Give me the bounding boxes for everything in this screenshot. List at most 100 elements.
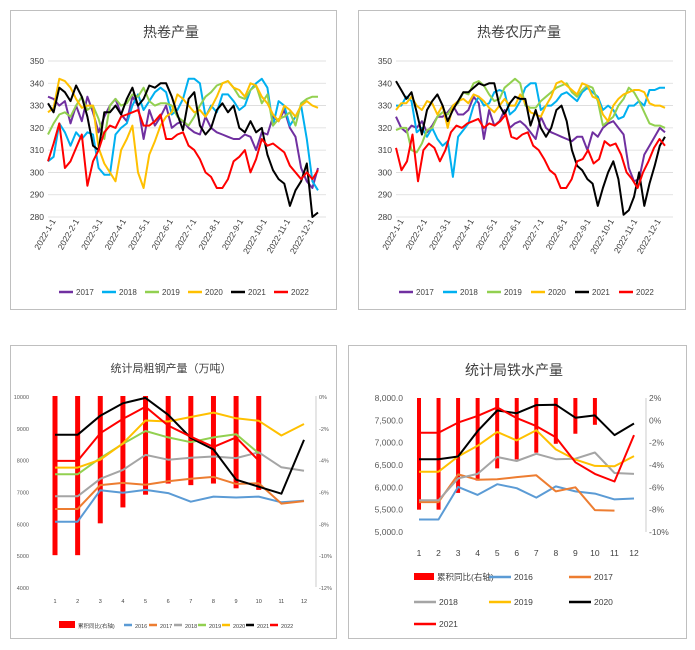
y-tick-label: 330 (378, 101, 392, 111)
y2-tick-label: -8% (319, 522, 329, 528)
legend-label: 2018 (185, 624, 197, 630)
y-tick-label: 310 (30, 145, 44, 155)
legend-label: 2018 (439, 597, 458, 607)
x-tick-label: 12 (629, 548, 639, 558)
x-tick-label: 2022-6-1 (149, 217, 175, 252)
yoy-bar (573, 398, 578, 434)
x-tick-label: 2022-4-1 (450, 217, 476, 252)
yoy-bar (75, 396, 81, 556)
y-tick-label: 350 (378, 56, 392, 66)
x-tick-label: 2022-2-1 (403, 217, 429, 252)
series-line-2020 (55, 411, 305, 469)
legend-label: 2020 (548, 288, 566, 297)
legend-label: 2022 (281, 624, 293, 630)
x-tick-label: 2 (436, 548, 441, 558)
chart-title: 统计局铁水产量 (465, 362, 563, 378)
legend-label: 2016 (135, 624, 147, 630)
x-tick-label: 5 (495, 548, 500, 558)
legend-label: 2017 (160, 624, 172, 630)
x-tick-label: 4 (475, 548, 480, 558)
chart-panel-hrc-apparent: 热卷农历产量 280 290 300 310 320 330 340 350 2022-1-1 20… (358, 10, 686, 310)
series-line-2021 (55, 396, 305, 495)
yoy-bar (120, 396, 126, 508)
series-line-2021 (419, 406, 635, 483)
x-tick-label: 10 (256, 599, 262, 605)
x-tick-label: 12 (301, 599, 307, 605)
x-tick-label: 7 (189, 599, 192, 605)
x-tick-label: 9 (235, 599, 238, 605)
yoy-bar (52, 396, 58, 556)
legend-label: 2019 (504, 288, 522, 297)
yoy-bar (417, 398, 421, 510)
y-tick-label: 5,000.0 (375, 527, 404, 537)
y-tick-label: 320 (30, 123, 44, 133)
series-line-2018 (396, 82, 665, 178)
chart-panel-hrc-output: 热卷产量 280 290 300 310 320 330 340 350 2022-1-1 2022… (10, 10, 337, 310)
y2-tick-label: -10% (649, 527, 669, 537)
chart-title: 热卷农历产量 (477, 24, 561, 40)
x-tick-label: 2022-3-1 (79, 217, 105, 252)
y2-tick-label: 0% (649, 415, 662, 425)
legend-label: 累积同比(右轴) (78, 622, 115, 630)
yoy-bar (514, 398, 519, 460)
series-line-2017 (419, 473, 615, 512)
x-tick-label: 3 (99, 599, 102, 605)
hrc-apparent-chart: 热卷农历产量2802903003103203303403502022-1-120… (378, 24, 673, 297)
series-line-2016 (55, 488, 305, 523)
series-line-2016 (419, 483, 635, 521)
series-line-2020 (419, 403, 635, 461)
series-line-2020 (47, 77, 319, 189)
series-line-2019 (55, 430, 260, 476)
x-tick-label: 2 (76, 599, 79, 605)
x-tick-label: 3 (456, 548, 461, 558)
y2-tick-label: -6% (649, 482, 665, 492)
y-tick-label: 6,000.0 (375, 482, 404, 492)
series-line-2018 (55, 451, 305, 498)
x-tick-label: 11 (279, 599, 285, 605)
x-tick-label: 2022-5-1 (474, 217, 500, 252)
legend-label: 2017 (76, 288, 94, 297)
y2-tick-label: -4% (649, 460, 665, 470)
yoy-bar (165, 396, 171, 484)
legend-label: 2021 (439, 619, 458, 629)
pig-iron-chart: 统计局铁水产量 5,000.0 5,500.0 6,000.0 6,500.0 7,000… (375, 362, 670, 629)
series-line-2017 (55, 475, 305, 510)
x-tick-label: 2022-7-1 (520, 217, 546, 252)
y-tick-label: 340 (378, 78, 392, 88)
y-tick-label: 8,000.0 (375, 393, 404, 403)
y-tick-label: 7,000.0 (375, 438, 404, 448)
yoy-bar (475, 398, 480, 481)
y-tick-label: 6000 (17, 522, 29, 528)
legend-label: 2017 (594, 572, 613, 582)
x-tick-label: 2022-7-1 (173, 217, 199, 252)
y-tick-label: 330 (30, 101, 44, 111)
y-tick-label: 6,500.0 (375, 460, 404, 470)
yoy-bar (436, 398, 441, 510)
y-tick-label: 5,500.0 (375, 505, 404, 515)
yoy-bar (210, 396, 216, 484)
series-line-2019 (395, 77, 666, 154)
y2-tick-label: -2% (319, 427, 329, 433)
legend-label: 累积同比(右轴) (437, 572, 494, 582)
legend-label: 2020 (594, 597, 613, 607)
y-tick-label: 4000 (17, 586, 29, 592)
y-tick-label: 280 (378, 212, 392, 222)
yoy-bar (553, 398, 558, 444)
x-tick-label: 4 (121, 599, 124, 605)
y2-tick-label: -12% (319, 586, 332, 592)
legend-label: 2021 (257, 624, 269, 630)
legend-label: 2019 (162, 288, 180, 297)
y2-tick-label: 2% (649, 393, 662, 403)
legend-label: 2020 (205, 288, 223, 297)
crude-steel-chart: 统计局粗钢产量（万吨） 4000 5000 6000 7000 8000 9000 10000… (14, 361, 332, 630)
x-tick-label: 2022-8-1 (196, 217, 222, 252)
y-tick-label: 310 (378, 145, 392, 155)
y-tick-label: 350 (30, 56, 44, 66)
yoy-bar (188, 396, 194, 486)
legend-label: 2017 (416, 288, 434, 297)
series-line-2021 (395, 80, 666, 216)
yoy-bar (256, 396, 262, 490)
legend-label: 2019 (209, 624, 221, 630)
legend-label: 2022 (636, 288, 654, 297)
y2-tick-label: -10% (319, 554, 332, 560)
